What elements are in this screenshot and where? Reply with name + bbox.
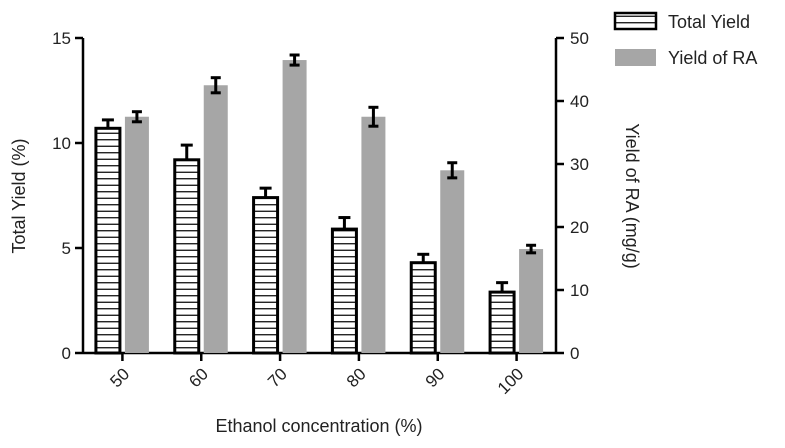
- x-tick-label: 70: [264, 364, 291, 391]
- bar-yield-of-ra: [282, 60, 307, 354]
- bar-total-yield: [488, 290, 516, 355]
- right-tick-label: 0: [570, 344, 579, 363]
- bar-total-yield: [409, 261, 437, 355]
- bar-total-yield: [173, 158, 201, 355]
- bar-total-yield: [252, 196, 280, 355]
- x-axis-title: Ethanol concentration (%): [215, 416, 422, 436]
- bar-yield-of-ra: [203, 85, 228, 353]
- x-tick-label: 60: [185, 364, 212, 391]
- left-tick-label: 5: [62, 239, 71, 258]
- bar-yield-of-ra: [519, 249, 544, 353]
- right-axis-ticks: 0 10 20 30 40 50: [556, 29, 589, 363]
- left-axis-ticks: 0 5 10 15: [52, 29, 83, 363]
- left-tick-label: 0: [62, 344, 71, 363]
- left-axis-title: Total Yield (%): [9, 138, 29, 253]
- x-tick-label: 100: [494, 364, 527, 397]
- bars-group: [94, 53, 544, 355]
- legend-swatch-yield-of-ra: [615, 49, 656, 66]
- right-tick-label: 30: [570, 155, 589, 174]
- right-tick-label: 50: [570, 29, 589, 48]
- right-axis-title: Yield of RA (mg/g): [622, 123, 642, 268]
- x-tick-label: 50: [106, 364, 133, 391]
- legend-label-total-yield: Total Yield: [668, 12, 750, 32]
- right-tick-label: 20: [570, 218, 589, 237]
- bar-total-yield: [330, 227, 358, 355]
- legend: Total Yield Yield of RA: [613, 11, 757, 68]
- bar-yield-of-ra: [124, 116, 149, 353]
- x-tick-label: 80: [343, 364, 370, 391]
- right-tick-label: 40: [570, 92, 589, 111]
- x-axis-ticks: 50 60 70 80 90 100: [106, 353, 527, 398]
- left-tick-label: 10: [52, 134, 71, 153]
- left-tick-label: 15: [52, 29, 71, 48]
- bar-yield-of-ra: [440, 170, 465, 353]
- right-tick-label: 10: [570, 281, 589, 300]
- bar-total-yield: [94, 126, 122, 355]
- legend-swatch-total-yield: [613, 11, 658, 31]
- x-tick-label: 90: [422, 364, 449, 391]
- bar-yield-of-ra: [361, 116, 386, 353]
- legend-label-yield-of-ra: Yield of RA: [668, 48, 757, 68]
